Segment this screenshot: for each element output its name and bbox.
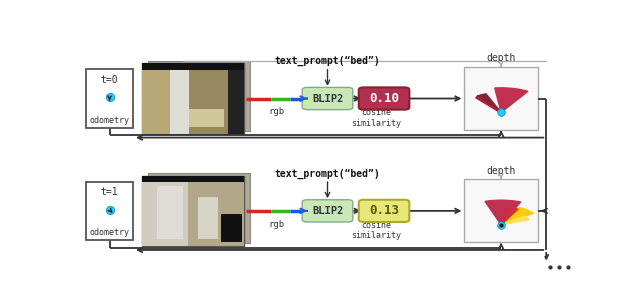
Bar <box>198 197 218 239</box>
Text: odometry: odometry <box>90 228 129 237</box>
FancyBboxPatch shape <box>359 87 410 110</box>
Text: BLIP2: BLIP2 <box>312 206 343 216</box>
Text: depth: depth <box>486 165 516 175</box>
Bar <box>189 70 244 134</box>
Bar <box>228 70 244 134</box>
Text: odometry: odometry <box>90 116 129 125</box>
Text: depth: depth <box>486 53 516 63</box>
Bar <box>86 181 133 240</box>
Polygon shape <box>477 94 501 112</box>
Text: 0.13: 0.13 <box>369 204 399 217</box>
Bar <box>142 176 244 182</box>
Polygon shape <box>485 200 520 225</box>
Text: t=0: t=0 <box>100 75 118 85</box>
Polygon shape <box>501 207 518 225</box>
Polygon shape <box>501 208 534 225</box>
Text: cosine
similarity: cosine similarity <box>351 221 401 240</box>
Text: rgb: rgb <box>269 107 285 116</box>
Bar <box>170 70 189 134</box>
Text: text_prompt(“bed”): text_prompt(“bed”) <box>275 56 380 66</box>
Text: text_prompt(“bed”): text_prompt(“bed”) <box>275 168 380 179</box>
Text: t=1: t=1 <box>100 187 118 197</box>
FancyBboxPatch shape <box>302 200 353 222</box>
FancyBboxPatch shape <box>359 200 410 222</box>
Bar <box>465 67 538 130</box>
Bar <box>142 182 188 246</box>
Bar <box>142 176 244 246</box>
Bar <box>86 69 133 128</box>
Bar <box>221 214 242 243</box>
Text: 0.10: 0.10 <box>369 92 399 105</box>
Bar <box>142 64 244 70</box>
Text: cosine
similarity: cosine similarity <box>351 108 401 128</box>
Bar <box>189 109 225 126</box>
Bar <box>142 64 244 134</box>
Bar <box>188 182 244 246</box>
Bar <box>157 186 182 239</box>
Bar <box>148 173 250 243</box>
Bar <box>148 60 250 131</box>
FancyBboxPatch shape <box>302 87 353 110</box>
Text: BLIP2: BLIP2 <box>312 94 343 103</box>
Text: rgb: rgb <box>269 220 285 229</box>
Bar <box>465 179 538 243</box>
Bar <box>142 70 170 134</box>
Polygon shape <box>495 88 528 112</box>
Polygon shape <box>501 216 529 225</box>
